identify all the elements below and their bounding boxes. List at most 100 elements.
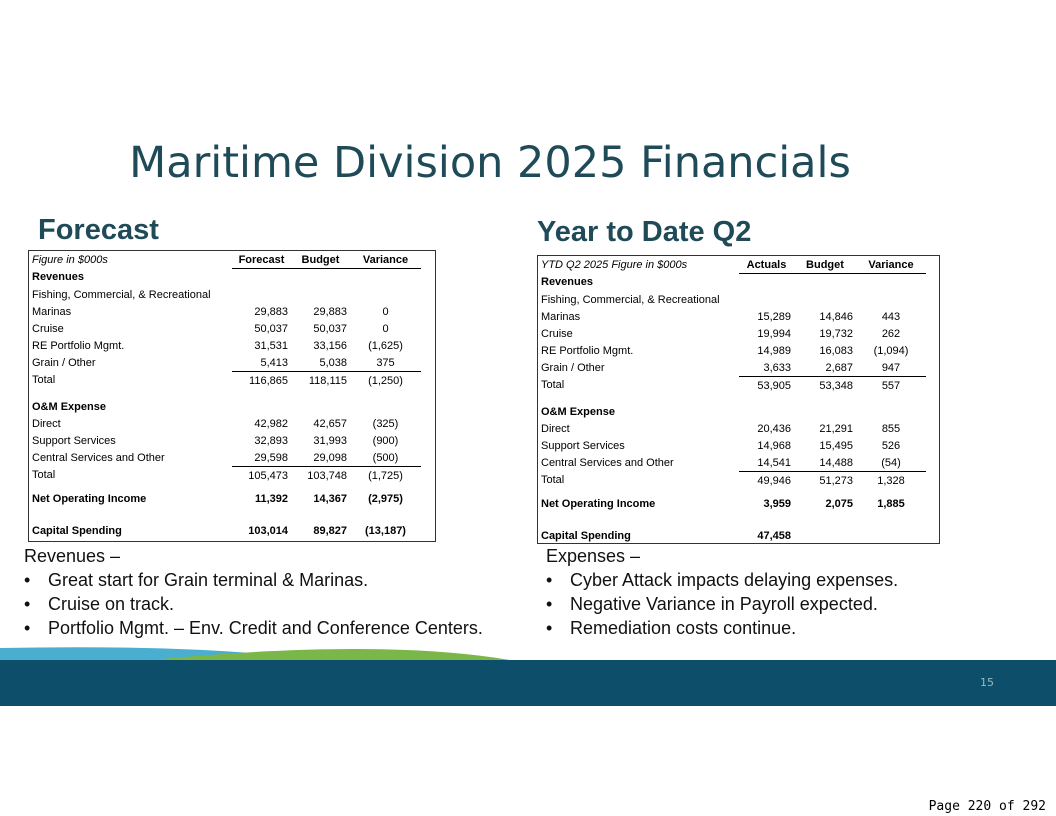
table-cell: 19,732	[819, 327, 853, 340]
table-cell: Fishing, Commercial, & Recreational	[541, 293, 720, 306]
table-cell	[350, 269, 421, 287]
table-cell	[856, 394, 926, 420]
table-cell: 375	[350, 354, 421, 372]
section-heading: Forecast	[38, 214, 159, 246]
table-cell: YTD Q2 2025 Figure in $000s	[541, 258, 688, 271]
table-cell: Revenues	[32, 271, 84, 284]
table-cell: Central Services and Other	[32, 451, 165, 464]
notes-heading: Revenues –	[24, 546, 121, 566]
bullet: Cruise on track.	[24, 592, 483, 616]
table-cell: RE Portfolio Mgmt.	[32, 339, 125, 352]
table-cell: 14,488	[794, 454, 856, 472]
table-cell: 11,392	[254, 492, 288, 505]
table-cell: Variance	[856, 256, 926, 274]
financial-table: Figure in $000s Forecast Budget Variance Rev…	[29, 251, 421, 539]
table-cell: 16,083	[819, 344, 853, 357]
footer-band	[0, 647, 1056, 706]
table-cell: 1,885	[877, 497, 905, 510]
table-row: Revenues	[29, 269, 421, 287]
table-cell: 31,993	[313, 434, 347, 447]
table-row: O&M Expense	[538, 394, 926, 420]
table-row: RE Portfolio Mgmt. 31,531 33,156 (1,625)	[29, 337, 421, 354]
table-row: Support Services 32,893 31,993 (900)	[29, 432, 421, 449]
table-cell: 105,473	[248, 469, 288, 482]
table-cell: 118,115	[308, 374, 347, 387]
table-cell: 15,495	[819, 439, 853, 452]
table-cell: Revenues	[541, 276, 593, 289]
forecast-table-box: Figure in $000s Forecast Budget Variance Rev…	[28, 250, 436, 542]
table-cell: 0	[382, 305, 389, 318]
table-cell: 50,037	[254, 322, 288, 335]
table-cell: 5,413	[232, 354, 291, 372]
table-cell: Total	[541, 474, 565, 487]
table-row: Revenues	[538, 274, 926, 292]
table-cell: (1,094)	[873, 344, 909, 357]
table-cell: Grain / Other	[32, 356, 96, 369]
table-cell: (2,975)	[368, 492, 403, 505]
table-cell: 103,014	[248, 524, 288, 537]
table-cell: 49,946	[757, 474, 791, 487]
slide-title: Maritime Division 2025 Financials	[129, 138, 851, 188]
table-cell: 3,959	[763, 497, 791, 510]
table-cell: (500)	[350, 449, 421, 467]
table-row: Fishing, Commercial, & Recreational	[29, 286, 421, 303]
table-row: Capital Spending 103,014 89,827 (13,187)	[29, 507, 421, 539]
table-cell: Budget	[794, 256, 856, 274]
table-cell: 14,989	[757, 344, 791, 357]
table-row: Net Operating Income 3,959 2,075 1,885	[538, 489, 926, 512]
table-cell: 5,038	[291, 354, 350, 372]
table-cell	[856, 291, 926, 308]
table-cell: 50,037	[313, 322, 347, 335]
table-cell: 47,458	[757, 529, 791, 542]
bullet: Cyber Attack impacts delaying expenses.	[546, 568, 898, 592]
table-cell	[794, 274, 856, 292]
notes-right: Expenses –Cyber Attack impacts delaying …	[546, 544, 898, 640]
table-row: Grain / Other 3,633 2,687 947	[538, 359, 926, 377]
table-cell: O&M Expense	[541, 405, 615, 418]
table-cell: 3,633	[739, 359, 794, 377]
table-cell: 14,968	[757, 439, 791, 452]
table-cell: (54)	[856, 454, 926, 472]
table-cell	[291, 286, 350, 303]
table-cell: Marinas	[32, 305, 72, 318]
table-cell: Marinas	[541, 310, 581, 323]
table-cell	[794, 394, 856, 420]
table-cell: (1,625)	[368, 339, 403, 352]
table-cell: Net Operating Income	[541, 497, 656, 510]
table-row: O&M Expense	[29, 389, 421, 415]
table-row: Total 53,905 53,348 557	[538, 377, 926, 395]
table-cell: O&M Expense	[32, 400, 106, 413]
table-cell: 19,994	[757, 327, 791, 340]
table-row: Marinas 15,289 14,846 443	[538, 308, 926, 325]
table-cell: 103,748	[307, 469, 347, 482]
table-cell	[232, 286, 291, 303]
bullet: Negative Variance in Payroll expected.	[546, 592, 898, 616]
bullet-list: Cyber Attack impacts delaying expenses.N…	[546, 568, 898, 640]
table-cell: 14,541	[739, 454, 794, 472]
table-cell: (1,250)	[368, 374, 403, 387]
table-cell	[739, 291, 794, 308]
table-row: Direct 42,982 42,657 (325)	[29, 415, 421, 432]
notes-heading: Expenses –	[546, 546, 641, 566]
table-cell: 947	[856, 359, 926, 377]
table-cell: 42,982	[254, 417, 288, 430]
table-cell: Total	[32, 469, 56, 482]
table-row: Support Services 14,968 15,495 526	[538, 437, 926, 454]
notes-left: Revenues –Great start for Grain terminal…	[24, 544, 483, 640]
table-cell	[794, 291, 856, 308]
table-row: Total 105,473 103,748 (1,725)	[29, 467, 421, 485]
table-cell: 116,865	[249, 374, 288, 387]
table-cell: 855	[881, 422, 901, 435]
table-cell: Figure in $000s	[32, 253, 108, 266]
table-cell	[739, 394, 794, 420]
table-cell	[856, 512, 926, 544]
table-cell: 29,598	[232, 449, 291, 467]
table-row: Cruise 50,037 50,037 0	[29, 320, 421, 337]
table-cell: Variance	[350, 251, 421, 269]
table-cell	[291, 269, 350, 287]
table-cell: 557	[881, 379, 901, 392]
table-row: Central Services and Other 14,541 14,488 (5…	[538, 454, 926, 472]
page-footer: Page 220 of 292	[928, 799, 1046, 814]
table-cell: 31,531	[254, 339, 288, 352]
bullet: Portfolio Mgmt. – Env. Credit and Confer…	[24, 616, 483, 640]
